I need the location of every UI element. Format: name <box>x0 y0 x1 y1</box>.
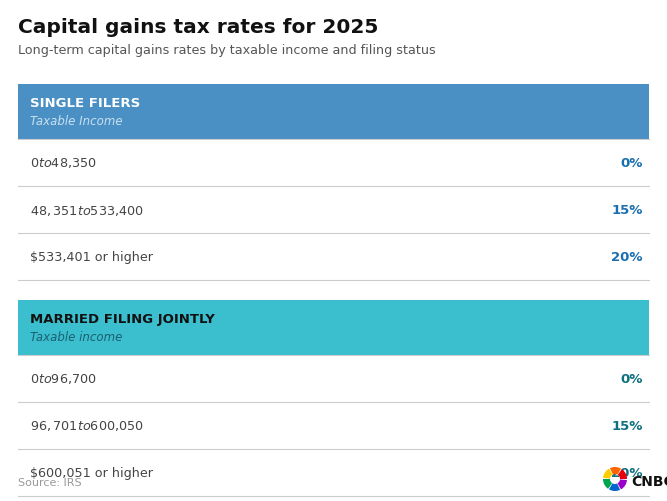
Bar <box>18 355 649 402</box>
Text: 20%: 20% <box>612 466 643 479</box>
Wedge shape <box>609 483 620 491</box>
Wedge shape <box>618 469 627 479</box>
Text: MARRIED FILING JOINTLY: MARRIED FILING JOINTLY <box>30 313 215 325</box>
Bar <box>18 402 649 449</box>
Text: $96,701 to $600,050: $96,701 to $600,050 <box>30 419 144 433</box>
Text: $600,051 or higher: $600,051 or higher <box>30 466 153 479</box>
Bar <box>18 85 649 140</box>
Text: Long-term capital gains rates by taxable income and filing status: Long-term capital gains rates by taxable… <box>18 44 436 57</box>
Text: 0%: 0% <box>620 157 643 170</box>
Text: Taxable Income: Taxable Income <box>30 115 123 128</box>
Text: SINGLE FILERS: SINGLE FILERS <box>30 97 140 110</box>
Wedge shape <box>610 467 621 475</box>
Text: $0 to $48,350: $0 to $48,350 <box>30 156 97 170</box>
Wedge shape <box>603 468 612 478</box>
Text: CNBC: CNBC <box>631 474 667 488</box>
Text: Source: IRS: Source: IRS <box>18 477 81 487</box>
Bar <box>18 233 649 281</box>
Text: $533,401 or higher: $533,401 or higher <box>30 250 153 264</box>
Bar <box>18 301 649 355</box>
Text: Taxable income: Taxable income <box>30 330 122 343</box>
Wedge shape <box>603 479 612 489</box>
Text: $48,351 to $533,400: $48,351 to $533,400 <box>30 203 144 217</box>
Bar <box>18 187 649 233</box>
Wedge shape <box>618 479 627 489</box>
Bar <box>18 140 649 187</box>
Bar <box>18 449 649 496</box>
Text: Capital gains tax rates for 2025: Capital gains tax rates for 2025 <box>18 18 378 37</box>
Text: 0%: 0% <box>620 372 643 385</box>
Text: $0 to $96,700: $0 to $96,700 <box>30 372 97 386</box>
Text: 20%: 20% <box>612 250 643 264</box>
Text: 15%: 15% <box>612 203 643 216</box>
Text: 15%: 15% <box>612 419 643 432</box>
